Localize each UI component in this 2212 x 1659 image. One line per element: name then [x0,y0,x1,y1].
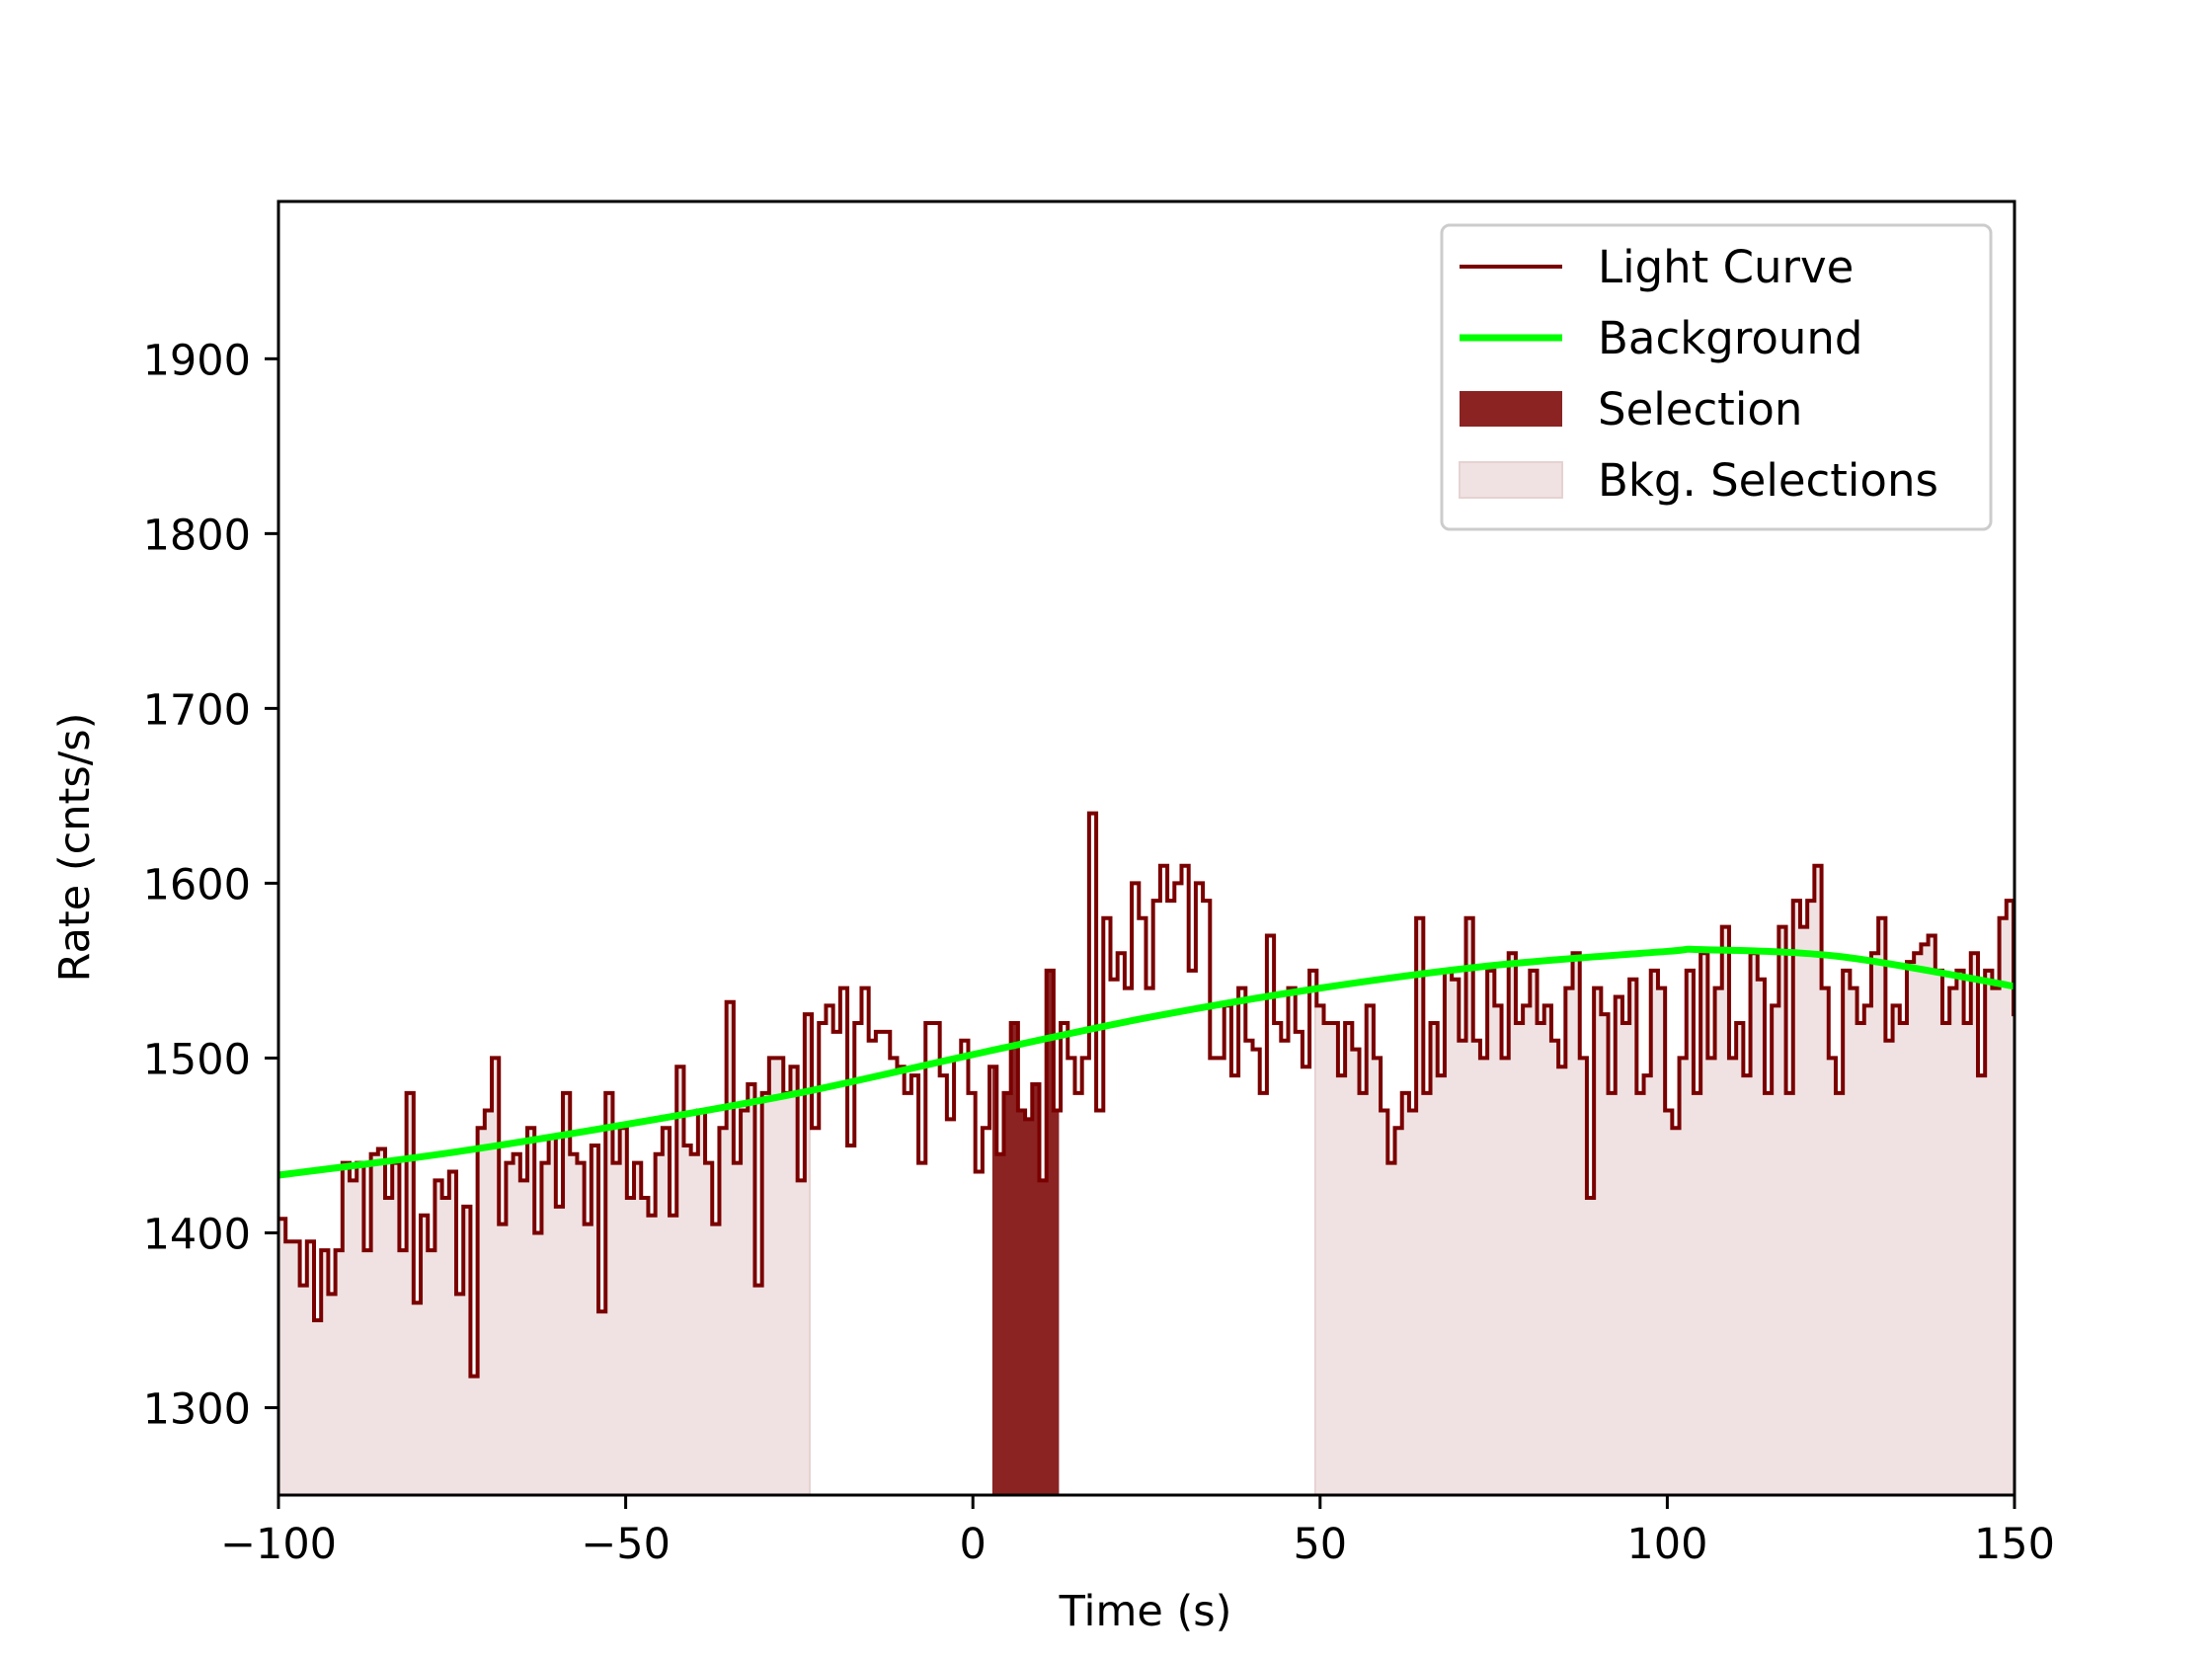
x-axis-label: Time (s) [1059,1587,1232,1636]
y-tick-label: 1400 [143,1210,251,1259]
x-tick-label: 0 [960,1520,987,1569]
axes-frame [276,199,2016,1497]
background-curve [278,945,2014,1179]
y-tick-label: 1300 [143,1384,251,1434]
bkg-selection-region-1 [278,1000,811,1495]
light-curve-line [278,811,2014,1379]
plot-layer [278,811,2014,1495]
legend-swatch-bkg-selections [1459,461,1563,499]
y-tick-label: 1600 [143,860,251,909]
axes-layer: −100 −50 0 50 100 150 1300 1400 1500 1600 1700 1800… [143,199,2055,1569]
y-tick-label: 1700 [143,685,251,735]
selection-region [991,970,1060,1495]
x-tick-label: −50 [581,1520,671,1569]
legend-label: Selection [1598,383,1802,435]
legend-label: Background [1598,312,1862,364]
x-tick-label: 50 [1293,1520,1347,1569]
x-tick-label: 100 [1626,1520,1707,1569]
legend-label: Bkg. Selections [1598,454,1938,507]
legend: Light Curve Background Selection Bkg. Selec… [1440,223,1993,531]
y-tick-label: 1900 [143,336,251,385]
plot-area [278,811,2014,1495]
y-axis-label: Rate (cnts/s) [50,713,100,983]
y-tick-label: 1800 [143,511,251,560]
x-tick-label: 150 [1974,1520,2055,1569]
x-tick-label: −100 [220,1520,337,1569]
legend-swatch-selection [1460,391,1562,427]
legend-label: Light Curve [1598,241,1854,293]
legend-box [1440,223,1993,531]
y-tick-label: 1500 [143,1035,251,1084]
